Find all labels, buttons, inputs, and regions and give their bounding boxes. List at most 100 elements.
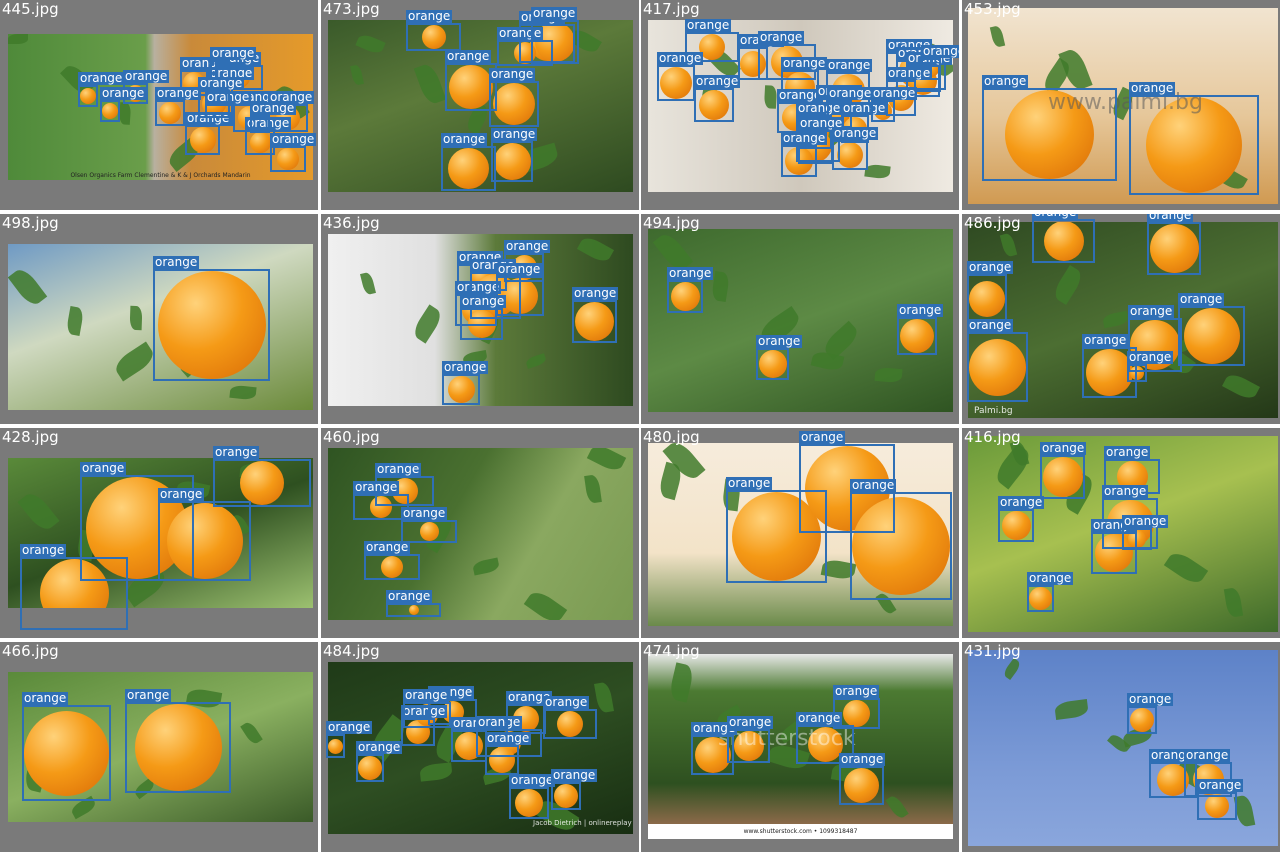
- detection-box: orange: [1122, 515, 1169, 550]
- orange-fruit: [1157, 764, 1189, 796]
- image-tile[interactable]: orange orange orange orange orange 460.jpg: [321, 428, 639, 638]
- detection-box: orange: [364, 541, 420, 580]
- image-tile[interactable]: orange orange orange orange orange orange oran…: [321, 0, 639, 210]
- orange-fruit: [1042, 457, 1083, 497]
- detection-label: orange: [796, 101, 843, 115]
- watermark-text: Palmi.bg: [974, 406, 1013, 416]
- detection-box: orange: [406, 10, 461, 51]
- detection-label: orange: [441, 132, 488, 146]
- photo-caption: www.shutterstock.com • 1099318487: [743, 828, 858, 835]
- orange-fruit: [419, 522, 439, 541]
- image-filename: 474.jpg: [643, 642, 700, 660]
- leaf-shape: [584, 474, 602, 504]
- image-tile[interactable]: Jacob Dietrich | onlinereplay orange orang…: [321, 642, 639, 852]
- orange-fruit: [1149, 224, 1199, 273]
- image-tile[interactable]: Palmi.bg orange orange orange orange orange or…: [962, 214, 1280, 424]
- orange-fruit: [575, 302, 614, 341]
- image-tile[interactable]: orange orange 466.jpg: [0, 642, 318, 852]
- detection-label: orange: [485, 731, 532, 745]
- detection-box: orange: [326, 721, 373, 758]
- image-tile[interactable]: orange orange orange orange orange orange oran…: [641, 0, 959, 210]
- detection-label: orange: [826, 58, 873, 72]
- orange-fruit: [660, 67, 692, 99]
- detection-box: orange: [485, 732, 532, 775]
- detection-box: orange: [213, 446, 311, 507]
- image-tile[interactable]: orange orange orange 480.jpg: [641, 428, 959, 638]
- detection-box: orange: [657, 52, 704, 101]
- detection-label: orange: [386, 589, 433, 603]
- detection-box: orange: [850, 479, 952, 600]
- image-tile[interactable]: www.shutterstock.com • 1099318487 shutter…: [641, 642, 959, 852]
- image-tile[interactable]: Olsen Organics Farm Clementine & K & J O…: [0, 0, 318, 210]
- detection-box: orange: [353, 481, 409, 520]
- orange-fruit: [1086, 349, 1133, 396]
- orange-fruit: [1029, 587, 1052, 610]
- leaf-shape: [763, 85, 778, 109]
- orange-fruit: [102, 103, 118, 119]
- leaf-shape: [355, 32, 386, 56]
- orange-fruit: [80, 88, 96, 104]
- detection-box: orange: [1040, 442, 1087, 499]
- detection-box: orange: [504, 240, 551, 282]
- detection-box: orange: [198, 77, 245, 118]
- photo-thumbnail: www.shutterstock.com • 1099318487 shutter…: [648, 654, 953, 839]
- detection-label: orange: [356, 740, 403, 754]
- image-tile[interactable]: orange orange orange orange 431.jpg: [962, 642, 1280, 852]
- image-tile[interactable]: orange orange orange orange orange orange oran…: [321, 214, 639, 424]
- detection-label: orange: [509, 773, 556, 787]
- detection-label: orange: [967, 318, 1014, 332]
- detection-label: orange: [504, 239, 551, 253]
- detection-label: orange: [1149, 748, 1196, 762]
- photo-thumbnail: [648, 443, 953, 626]
- detection-label: orange: [1104, 445, 1151, 459]
- detection-label: orange: [1129, 81, 1176, 95]
- image-tile[interactable]: www.palmi.bg orange orange 453.jpg: [962, 0, 1280, 210]
- leaf-shape: [410, 304, 445, 344]
- detection-box: orange: [691, 722, 738, 775]
- image-tile[interactable]: orange orange orange orange orange orange oran…: [962, 428, 1280, 638]
- detection-box: orange: [1127, 693, 1174, 734]
- orange-fruit: [758, 350, 787, 378]
- leaf-shape: [1054, 699, 1089, 720]
- orange-fruit: [694, 737, 731, 773]
- detection-box: orange: [22, 692, 111, 801]
- detection-label: orange: [445, 49, 492, 63]
- orange-fruit: [557, 711, 583, 737]
- image-tile[interactable]: orange orange orange orange 428.jpg: [0, 428, 318, 638]
- image-filename: 498.jpg: [2, 214, 59, 232]
- detection-box: orange: [897, 304, 944, 355]
- leaf-shape: [1221, 371, 1261, 402]
- detection-label: orange: [1128, 304, 1175, 318]
- detection-box: orange: [1147, 214, 1201, 275]
- detection-box: orange: [1197, 779, 1244, 820]
- image-tile[interactable]: orange orange orange 494.jpg: [641, 214, 959, 424]
- detection-box: orange: [356, 741, 403, 782]
- image-filename: 486.jpg: [964, 214, 1021, 232]
- orange-fruit: [358, 756, 382, 780]
- detection-label: orange: [798, 116, 845, 130]
- image-filename: 445.jpg: [2, 0, 59, 18]
- detection-box: orange: [80, 462, 194, 581]
- leaf-shape: [1050, 264, 1086, 306]
- detection-box: orange: [756, 335, 803, 380]
- leaf-shape: [471, 557, 501, 576]
- leaf-shape: [240, 720, 263, 746]
- detection-box: orange: [496, 263, 544, 316]
- detection-label: orange: [442, 360, 489, 374]
- watermark-text: Jacob Dietrich | onlinereplay: [533, 819, 632, 827]
- detection-label: orange: [491, 127, 538, 141]
- orange-fruit: [240, 461, 284, 505]
- detection-label: orange: [78, 71, 125, 85]
- detection-label: orange: [921, 45, 959, 58]
- image-filename: 494.jpg: [643, 214, 700, 232]
- detection-label: orange: [727, 715, 774, 729]
- detection-box: orange: [442, 361, 489, 405]
- detection-label: orange: [657, 51, 704, 65]
- orange-fruit: [134, 704, 222, 791]
- leaf-shape: [586, 448, 627, 474]
- detection-box: orange: [921, 45, 959, 80]
- detection-label: orange: [20, 543, 67, 557]
- detection-label: orange: [455, 280, 502, 294]
- image-tile[interactable]: orange 498.jpg: [0, 214, 318, 424]
- detection-label: orange: [210, 46, 257, 60]
